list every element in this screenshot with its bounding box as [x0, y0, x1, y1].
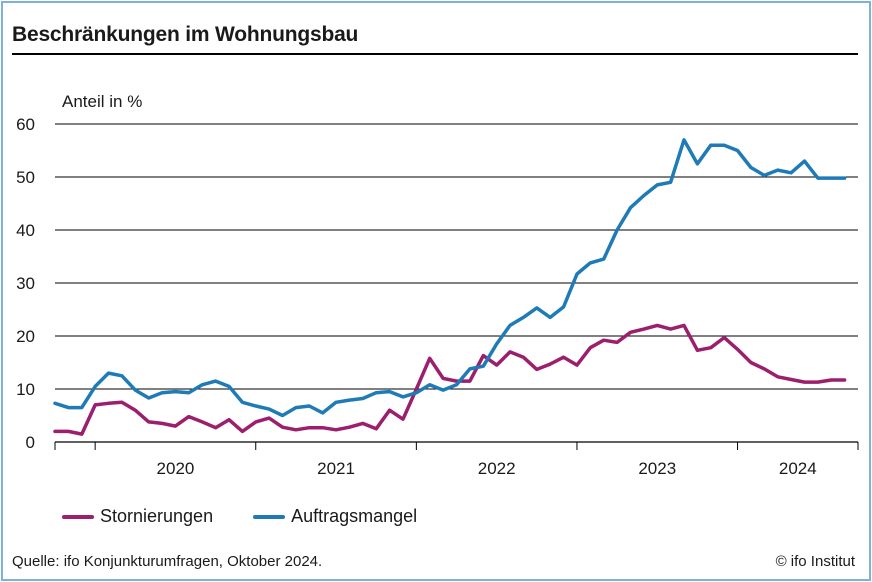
y-tick-label: 30	[16, 274, 35, 293]
legend-label-stornierungen: Stornierungen	[100, 506, 214, 526]
series-line-auftragsmangel	[53, 138, 847, 418]
series-line-stornierungen	[53, 323, 847, 436]
x-tick-label: 2024	[779, 459, 817, 478]
x-tick-label: 2023	[638, 459, 676, 478]
legend: Stornierungen Auftragsmangel	[62, 506, 457, 527]
x-tick-label: 2020	[157, 459, 195, 478]
legend-swatch-auftragsmangel	[253, 514, 286, 519]
y-tick-label: 60	[16, 115, 35, 134]
legend-label-auftragsmangel: Auftragsmangel	[291, 506, 418, 526]
title-divider	[12, 53, 858, 55]
x-tick-label: 2021	[317, 459, 355, 478]
legend-item-auftragsmangel: Auftragsmangel	[253, 506, 417, 527]
y-tick-label: 40	[16, 221, 35, 240]
y-axis-label: Anteil in %	[62, 92, 143, 111]
y-tick-label: 0	[26, 433, 35, 452]
y-tick-label: 10	[16, 380, 35, 399]
legend-item-stornierungen: Stornierungen	[62, 506, 213, 527]
copyright-credit: © ifo Institut	[775, 553, 855, 570]
source-note: Quelle: ifo Konjunkturumfragen, Oktober …	[12, 553, 323, 570]
y-tick-label: 20	[16, 327, 35, 346]
legend-swatch-stornierungen	[62, 514, 94, 519]
y-tick-label: 50	[16, 168, 35, 187]
chart-title: Beschränkungen im Wohnungsbau	[12, 23, 359, 46]
x-tick-label: 2022	[478, 459, 516, 478]
